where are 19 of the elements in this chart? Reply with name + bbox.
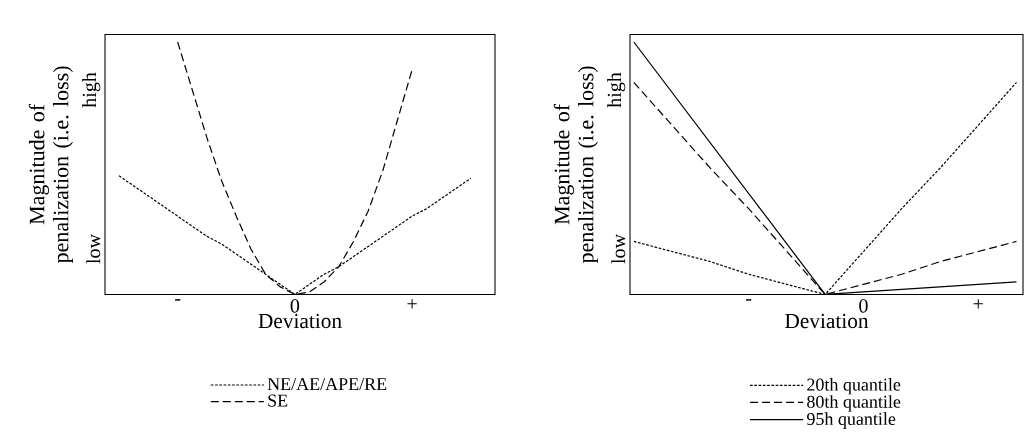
y-axis-title: Magnitude of penalization (i.e. loss) <box>553 66 598 263</box>
x-tick-label: - <box>175 299 181 301</box>
legend-label: NE/AE/APE/RE <box>267 377 387 391</box>
x-axis-title: Deviation <box>785 313 869 329</box>
text: high <box>82 72 101 108</box>
y-axis-title: Magnitude of penalization (i.e. loss) <box>28 66 73 263</box>
text: low <box>86 234 101 264</box>
x-tick-label: 0 <box>859 299 868 313</box>
text: high <box>607 72 626 108</box>
x-tick-label: + <box>407 299 417 309</box>
text: low <box>611 234 626 264</box>
x-tick-label: - <box>746 299 752 301</box>
legend-label: SE <box>268 394 288 407</box>
legend-label: 80th quantile <box>807 395 901 412</box>
x-tick-label: + <box>973 299 983 309</box>
x-tick-label: 0 <box>290 299 300 313</box>
legend-label: 20th quantile <box>807 377 901 395</box>
legend-label: 95h quantile <box>807 412 896 429</box>
x-axis-title: Deviation <box>258 313 342 329</box>
